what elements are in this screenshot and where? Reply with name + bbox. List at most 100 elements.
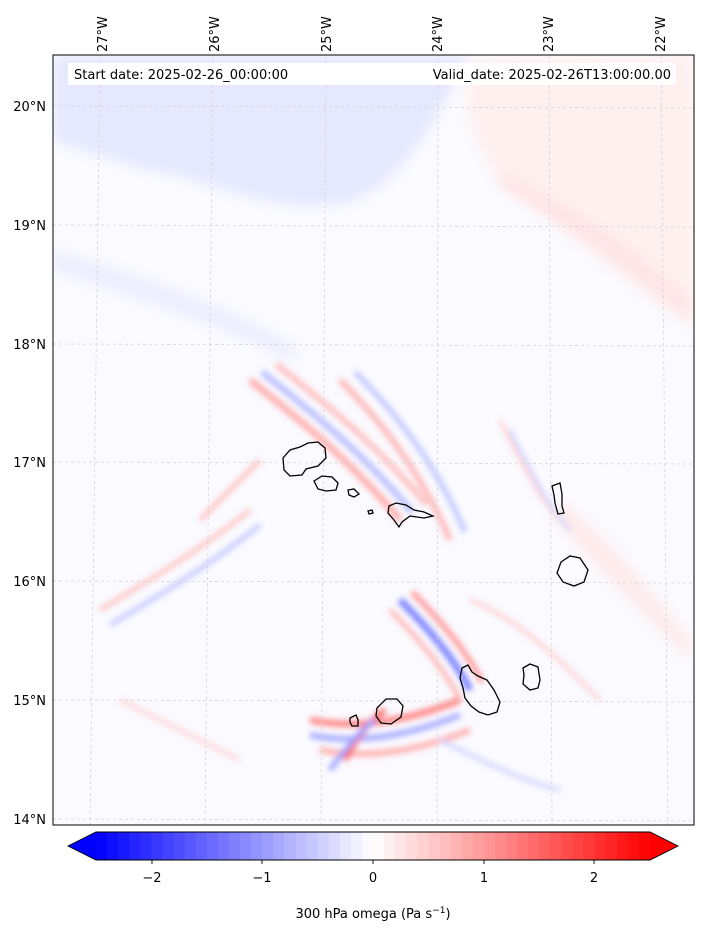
colorbar-step — [517, 832, 529, 860]
weak-descent-region-top — [53, 55, 470, 206]
colorbar-step — [251, 832, 263, 860]
colorbar-step — [417, 832, 429, 860]
colorbar-tick-label: −2 — [142, 871, 161, 886]
colorbar-label-end: ) — [445, 907, 450, 922]
colorbar-step — [195, 832, 208, 860]
colorbar-label: 300 hPa omega (Pa s−1) — [295, 906, 450, 922]
colorbar-step — [350, 832, 363, 860]
colorbar-label-main: 300 hPa omega (Pa s — [295, 907, 432, 922]
longitude-tick: 23°W — [542, 16, 557, 52]
islands — [282, 441, 589, 727]
start-date-text: Start date: 2025-02-26_00:00:00 — [74, 68, 288, 83]
latitude-tick: 17°N — [13, 456, 46, 471]
colorbar-step — [384, 832, 396, 860]
colorbar-min-extension — [68, 832, 96, 860]
colorbar-step — [439, 832, 452, 860]
island-brava — [349, 714, 359, 727]
latitude-axis: 20°N 19°N 18°N 17°N 16°N 15°N 14°N — [13, 100, 46, 828]
colorbar-steps — [96, 832, 651, 860]
colorbar-step — [339, 832, 352, 860]
island-santo-antao — [282, 441, 327, 477]
longitude-tick: 27°W — [96, 16, 111, 52]
colorbar-step — [561, 832, 574, 860]
colorbar-step — [284, 832, 297, 860]
colorbar-ticks — [151, 860, 595, 864]
latitude-tick: 18°N — [13, 338, 46, 353]
island-branco — [367, 509, 374, 515]
longitude-tick: 25°W — [320, 16, 335, 52]
colorbar-step — [472, 832, 485, 860]
colorbar-tick-label: 2 — [590, 871, 598, 886]
island-santa-luzia — [347, 488, 361, 498]
colorbar-step — [151, 832, 164, 860]
colorbar-step — [627, 832, 640, 860]
colorbar-step — [406, 832, 418, 860]
colorbar-step — [317, 832, 330, 860]
island-sao-nicolau — [387, 502, 436, 529]
colorbar-tick-label: 0 — [369, 871, 377, 886]
colorbar-step — [539, 832, 551, 860]
colorbar-step — [550, 832, 562, 860]
island-maio — [522, 663, 541, 691]
colorbar-step — [616, 832, 629, 860]
colorbar-step — [461, 832, 474, 860]
longitude-tick: 24°W — [431, 16, 446, 52]
colorbar-step — [140, 832, 152, 860]
latitude-tick: 20°N — [13, 100, 46, 115]
colorbar: −2 −1 0 1 2 300 hPa omega (Pa s−1) — [66, 831, 680, 922]
gravity-wave-bands — [98, 361, 602, 792]
colorbar-step — [572, 832, 585, 860]
weak-ascent-band-se — [555, 500, 690, 660]
weak-descent-band-west — [53, 250, 300, 360]
island-sal — [551, 482, 565, 515]
colorbar-step — [638, 832, 651, 860]
colorbar-step — [206, 832, 219, 860]
colorbar-step — [217, 832, 230, 860]
colorbar-step — [428, 832, 441, 860]
valid-date-text: Valid_date: 2025-02-26T13:00:00.00 — [433, 68, 671, 83]
colorbar-step — [361, 832, 374, 860]
island-fogo — [375, 698, 404, 725]
colorbar-step — [373, 832, 385, 860]
longitude-tick: 26°W — [208, 16, 223, 52]
colorbar-step — [395, 832, 407, 860]
colorbar-step — [505, 832, 518, 860]
colorbar-step — [528, 832, 540, 860]
colorbar-step — [605, 832, 618, 860]
gridlines — [53, 55, 694, 825]
latitude-tick: 15°N — [13, 694, 46, 709]
colorbar-step — [173, 832, 186, 860]
colorbar-step — [594, 832, 607, 860]
longitude-axis: 27°W 26°W 25°W 24°W 23°W 22°W — [96, 16, 669, 52]
colorbar-step — [129, 832, 141, 860]
colorbar-step — [240, 832, 252, 860]
colorbar-step — [328, 832, 341, 860]
colorbar-step — [450, 832, 463, 860]
latitude-tick: 16°N — [13, 575, 46, 590]
colorbar-step — [184, 832, 197, 860]
colorbar-step — [306, 832, 319, 860]
colorbar-tick-label: 1 — [480, 871, 488, 886]
colorbar-step — [118, 832, 130, 860]
map-panel — [52, 54, 695, 826]
island-boa-vista — [556, 555, 589, 587]
colorbar-step — [162, 832, 175, 860]
colorbar-tick-label: −1 — [252, 871, 271, 886]
colorbar-step — [228, 832, 241, 860]
colorbar-step — [107, 832, 119, 860]
colorbar-step — [483, 832, 496, 860]
colorbar-step — [96, 832, 108, 860]
latitude-tick: 19°N — [13, 219, 46, 234]
colorbar-step — [295, 832, 308, 860]
date-info-box: Start date: 2025-02-26_00:00:00 Valid_da… — [68, 63, 676, 85]
colorbar-step — [583, 832, 596, 860]
island-sao-vicente — [313, 475, 339, 492]
island-santiago — [459, 664, 501, 716]
colorbar-outline — [66, 831, 680, 861]
longitude-tick: 22°W — [654, 16, 669, 52]
latitude-tick: 14°N — [13, 813, 46, 828]
omega-field — [53, 55, 694, 825]
colorbar-label-exponent: −1 — [432, 906, 445, 916]
colorbar-step — [494, 832, 507, 860]
